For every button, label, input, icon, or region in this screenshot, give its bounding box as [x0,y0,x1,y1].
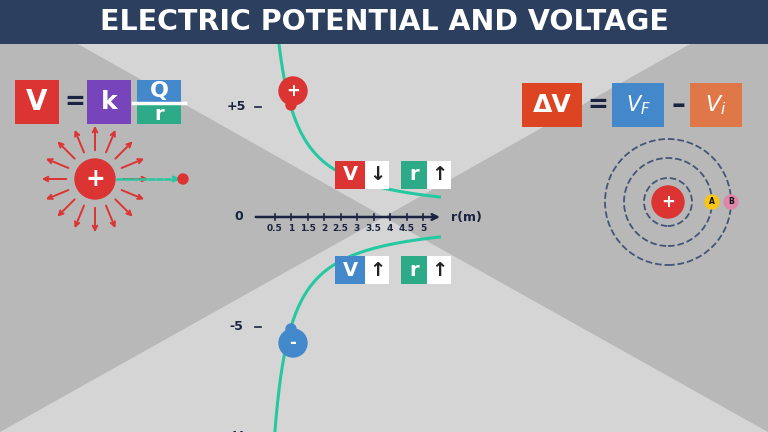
Text: 4.5: 4.5 [399,224,415,233]
Text: V: V [343,260,358,280]
Text: r(m): r(m) [451,210,482,223]
Text: -5: -5 [229,321,243,334]
Text: ↑: ↑ [369,260,386,280]
Circle shape [705,195,719,209]
FancyBboxPatch shape [427,256,451,284]
FancyBboxPatch shape [401,161,427,189]
Text: 2.5: 2.5 [333,224,349,233]
Circle shape [178,174,188,184]
Text: V: V [26,88,48,116]
FancyBboxPatch shape [137,80,181,102]
Circle shape [279,77,307,105]
Text: ELECTRIC POTENTIAL AND VOLTAGE: ELECTRIC POTENTIAL AND VOLTAGE [100,8,668,36]
Circle shape [652,186,684,218]
FancyBboxPatch shape [335,161,365,189]
Text: -V: -V [229,431,243,432]
Polygon shape [384,0,768,432]
Polygon shape [0,0,768,217]
FancyBboxPatch shape [401,256,427,284]
Polygon shape [0,217,768,432]
Text: r: r [409,260,419,280]
Text: V: V [343,165,358,184]
FancyBboxPatch shape [612,83,664,127]
Text: r: r [409,165,419,184]
Text: 1: 1 [288,224,294,233]
Polygon shape [0,0,384,432]
Circle shape [286,324,296,334]
FancyBboxPatch shape [427,161,451,189]
FancyBboxPatch shape [137,104,181,124]
FancyBboxPatch shape [15,80,59,124]
Text: A: A [709,197,715,206]
FancyBboxPatch shape [0,0,768,44]
Text: +V: +V [226,0,246,3]
Text: =: = [588,93,608,117]
Text: ↑: ↑ [431,165,447,184]
Text: $V_i$: $V_i$ [705,93,727,117]
FancyBboxPatch shape [365,161,389,189]
FancyBboxPatch shape [87,80,131,124]
Text: 0.5: 0.5 [266,224,283,233]
Text: -: - [290,334,296,352]
Circle shape [75,159,115,199]
Text: 3: 3 [354,224,360,233]
Text: $V_F$: $V_F$ [626,93,650,117]
Text: r: r [154,105,164,124]
FancyBboxPatch shape [365,256,389,284]
FancyBboxPatch shape [690,83,742,127]
FancyBboxPatch shape [335,256,365,284]
Text: ΔV: ΔV [533,93,571,117]
Text: 0: 0 [234,210,243,223]
Text: +: + [286,82,300,100]
Text: 2: 2 [321,224,327,233]
Text: ↑: ↑ [431,260,447,280]
Text: +: + [85,167,105,191]
Text: ↓: ↓ [369,165,386,184]
Text: –: – [671,91,685,119]
FancyBboxPatch shape [522,83,582,127]
Circle shape [286,100,296,110]
Circle shape [279,329,307,357]
Text: B: B [728,197,734,206]
Circle shape [724,195,738,209]
Text: 1.5: 1.5 [300,224,316,233]
Text: k: k [101,90,118,114]
Text: 5: 5 [420,224,426,233]
Text: +5: +5 [227,101,246,114]
Text: 4: 4 [387,224,393,233]
Text: =: = [65,90,85,114]
Text: 3.5: 3.5 [366,224,382,233]
Text: +: + [661,193,675,211]
Text: Q: Q [150,81,168,101]
